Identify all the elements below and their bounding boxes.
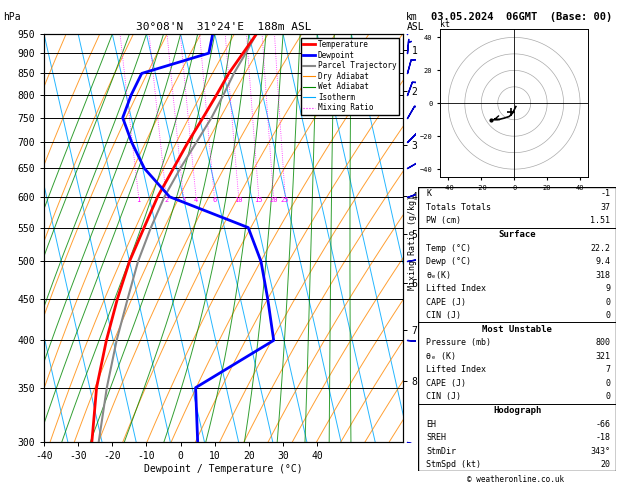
Text: 22.2: 22.2 xyxy=(591,243,611,253)
Text: Mixing Ratio (g/kg): Mixing Ratio (g/kg) xyxy=(408,195,416,291)
Text: 1: 1 xyxy=(136,197,141,203)
Text: ASL: ASL xyxy=(406,21,424,32)
Text: Most Unstable: Most Unstable xyxy=(482,325,552,334)
Text: 0: 0 xyxy=(606,393,611,401)
Text: -66: -66 xyxy=(596,419,611,429)
Text: 0: 0 xyxy=(606,379,611,388)
Legend: Temperature, Dewpoint, Parcel Trajectory, Dry Adiabat, Wet Adiabat, Isotherm, Mi: Temperature, Dewpoint, Parcel Trajectory… xyxy=(301,38,399,115)
Text: 6: 6 xyxy=(212,197,216,203)
Text: Pressure (mb): Pressure (mb) xyxy=(426,338,491,347)
Text: 4: 4 xyxy=(194,197,198,203)
Text: 10: 10 xyxy=(235,197,243,203)
Text: θₑ (K): θₑ (K) xyxy=(426,352,456,361)
Text: K: K xyxy=(426,190,431,198)
Text: Totals Totals: Totals Totals xyxy=(426,203,491,212)
Text: 321: 321 xyxy=(596,352,611,361)
Text: -18: -18 xyxy=(596,433,611,442)
Text: PW (cm): PW (cm) xyxy=(426,216,461,226)
Text: EH: EH xyxy=(426,419,436,429)
Text: CIN (J): CIN (J) xyxy=(426,311,461,320)
Text: Dewp (°C): Dewp (°C) xyxy=(426,257,471,266)
Text: SREH: SREH xyxy=(426,433,446,442)
Text: 2: 2 xyxy=(164,197,169,203)
Text: Lifted Index: Lifted Index xyxy=(426,365,486,374)
Text: θₑ(K): θₑ(K) xyxy=(426,271,451,279)
Text: 25: 25 xyxy=(281,197,289,203)
Text: Hodograph: Hodograph xyxy=(493,406,542,415)
Text: 800: 800 xyxy=(596,338,611,347)
Text: 37: 37 xyxy=(601,203,611,212)
Text: 03.05.2024  06GMT  (Base: 00): 03.05.2024 06GMT (Base: 00) xyxy=(431,12,613,22)
Text: 0: 0 xyxy=(606,311,611,320)
X-axis label: Dewpoint / Temperature (°C): Dewpoint / Temperature (°C) xyxy=(144,464,303,474)
Text: © weatheronline.co.uk: © weatheronline.co.uk xyxy=(467,474,564,484)
Text: 9.4: 9.4 xyxy=(596,257,611,266)
Text: 20: 20 xyxy=(601,460,611,469)
Text: 318: 318 xyxy=(596,271,611,279)
Text: CAPE (J): CAPE (J) xyxy=(426,298,466,307)
Text: 15: 15 xyxy=(255,197,263,203)
Text: km: km xyxy=(406,12,418,22)
Text: CIN (J): CIN (J) xyxy=(426,393,461,401)
Text: Surface: Surface xyxy=(499,230,536,239)
Text: LCL: LCL xyxy=(445,85,460,94)
Text: 9: 9 xyxy=(606,284,611,293)
Text: 343°: 343° xyxy=(591,447,611,455)
Text: 7: 7 xyxy=(606,365,611,374)
Text: Temp (°C): Temp (°C) xyxy=(426,243,471,253)
Text: CAPE (J): CAPE (J) xyxy=(426,379,466,388)
Text: -1: -1 xyxy=(601,190,611,198)
Text: 0: 0 xyxy=(606,298,611,307)
Text: hPa: hPa xyxy=(3,12,21,22)
Text: Lifted Index: Lifted Index xyxy=(426,284,486,293)
Title: 30°08'N  31°24'E  188m ASL: 30°08'N 31°24'E 188m ASL xyxy=(135,22,311,32)
Text: StmDir: StmDir xyxy=(426,447,456,455)
Text: kt: kt xyxy=(440,20,450,29)
Text: 3: 3 xyxy=(181,197,186,203)
Text: 1.51: 1.51 xyxy=(591,216,611,226)
Text: 20: 20 xyxy=(269,197,278,203)
Text: StmSpd (kt): StmSpd (kt) xyxy=(426,460,481,469)
